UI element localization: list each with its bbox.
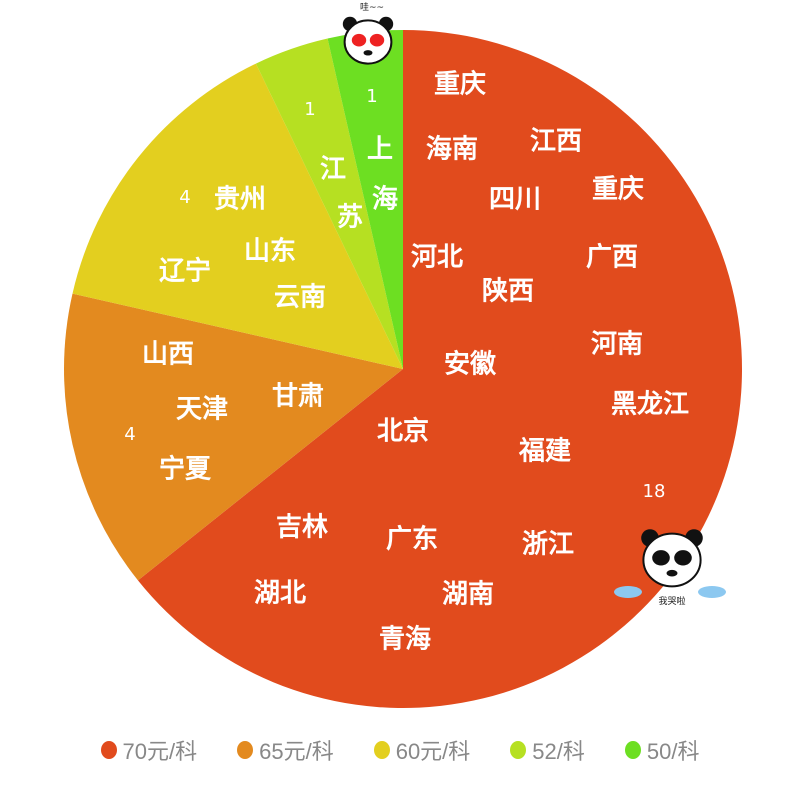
- legend-swatch: [510, 741, 527, 759]
- province-label: 安徽: [444, 350, 497, 380]
- province-label: 山东: [244, 236, 296, 267]
- province-label: 上: [367, 135, 393, 165]
- province-label: 浙江: [522, 530, 574, 560]
- province-label: 湖北: [254, 579, 306, 609]
- province-label: 陕西: [482, 277, 534, 307]
- province-label: 贵州: [214, 185, 266, 215]
- slice-value-label: 1: [304, 99, 315, 120]
- legend-item[interactable]: 60元/科: [373, 734, 471, 766]
- province-label: 河北: [411, 243, 463, 273]
- province-label: 宁夏: [159, 454, 212, 485]
- province-label: 四川: [489, 185, 541, 215]
- legend-item[interactable]: 50/科: [624, 734, 700, 766]
- legend-item[interactable]: 70元/科: [100, 734, 198, 766]
- pie-slice-3: [255, 38, 403, 369]
- province-label: 江西: [530, 127, 582, 157]
- panda-crying-sticker: 我哭啦: [641, 529, 703, 607]
- province-label: 云南: [274, 283, 326, 313]
- pie-slice-2: [72, 63, 403, 369]
- legend-item[interactable]: 52/科: [510, 734, 585, 766]
- slice-value-label: 4: [179, 187, 190, 208]
- province-label: 甘肃: [272, 382, 324, 412]
- legend-item[interactable]: 65元/科: [237, 734, 334, 766]
- province-label: 海南: [426, 135, 478, 165]
- legend-label: 50/科: [646, 739, 700, 764]
- legend-swatch: [624, 741, 641, 759]
- province-label: 苏: [337, 203, 363, 233]
- province-label: 青海: [379, 625, 431, 655]
- province-label: 天津: [176, 395, 228, 425]
- province-label: 辽宁: [159, 256, 211, 287]
- legend-label: 60元/科: [395, 739, 471, 764]
- province-label: 福建: [518, 437, 571, 467]
- legend-label: 70元/科: [122, 739, 198, 764]
- province-label: 山西: [142, 340, 194, 370]
- province-label: 广西: [586, 243, 638, 273]
- pie-slice-0: [137, 30, 743, 708]
- slice-value-label: 4: [124, 424, 135, 445]
- pie-slice-1: [63, 293, 403, 581]
- province-label: 湖南: [442, 580, 494, 610]
- legend-swatch: [237, 741, 254, 759]
- legend-label: 65元/科: [259, 739, 334, 764]
- province-label: 吉林: [276, 513, 328, 543]
- legend-label: 52/科: [532, 739, 585, 764]
- sticker-caption: 哇~~: [360, 2, 384, 13]
- province-label: 重庆: [592, 174, 644, 205]
- legend: 70元/科 65元/科 60元/科 52/科 50/科: [0, 734, 800, 766]
- pie-slice-4: [327, 30, 403, 369]
- legend-swatch: [373, 741, 390, 759]
- province-label: 河南: [591, 330, 643, 360]
- province-label: 江: [320, 155, 346, 185]
- province-label: 海: [372, 185, 398, 215]
- panda-heart-sticker: [342, 16, 394, 65]
- province-label: 北京: [377, 416, 429, 447]
- slice-value-label: 18: [643, 481, 666, 502]
- province-label: 广东: [386, 524, 438, 555]
- svg-text:我哭啦: 我哭啦: [658, 595, 685, 607]
- province-label: 重庆: [434, 69, 486, 100]
- legend-swatch: [100, 741, 117, 759]
- province-label: 黑龙江: [611, 390, 689, 420]
- slice-value-label: 1: [366, 86, 377, 107]
